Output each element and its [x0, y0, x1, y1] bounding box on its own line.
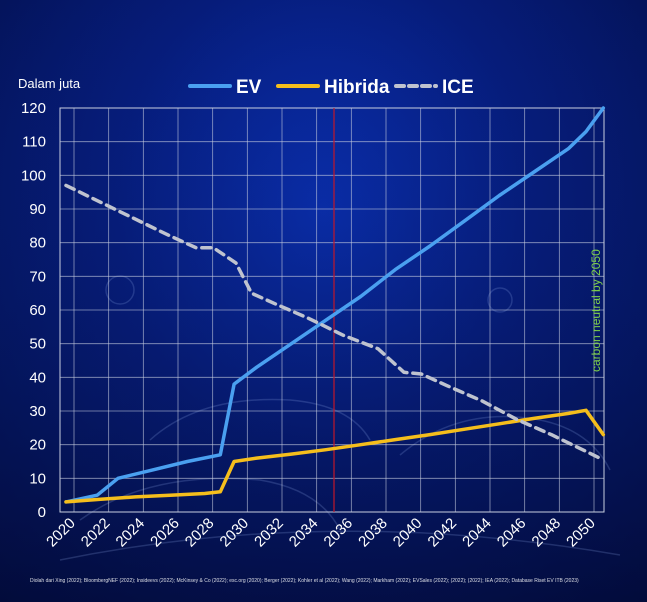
legend-label-ev: EV	[236, 77, 262, 98]
y-tick-label: 60	[29, 302, 46, 319]
series-line-hibrida	[64, 408, 606, 504]
y-tick-label: 20	[29, 437, 46, 454]
y-tick-labels: 0 10 20 30 40 50 60 70 80 90 100 110 120	[21, 100, 46, 521]
series-line-ev	[64, 106, 606, 504]
y-tick-label: 30	[29, 403, 46, 420]
series-layer	[64, 106, 606, 504]
side-annotation: carbon neutral by 2050	[589, 249, 603, 372]
y-tick-label: 110	[22, 134, 46, 151]
y-unit-label: Dalam juta	[18, 76, 81, 91]
y-tick-label: 70	[29, 268, 46, 285]
legend-label-hibrida: Hibrida	[324, 77, 390, 98]
y-tick-label: 120	[21, 100, 46, 117]
y-tick-label: 50	[29, 336, 46, 353]
y-tick-label: 0	[38, 504, 46, 521]
y-tick-label: 80	[29, 235, 46, 252]
legend: EV Hibrida ICE	[188, 77, 474, 98]
y-tick-label: 90	[29, 201, 46, 218]
y-tick-label: 100	[21, 167, 46, 184]
grid	[59, 107, 605, 513]
y-tick-label: 40	[29, 369, 46, 386]
series-line-ice	[64, 183, 606, 462]
legend-label-ice: ICE	[442, 77, 474, 98]
y-tick-label: 10	[29, 470, 46, 487]
source-note: Diolah dari Xing (2022); BloombergNEF (2…	[30, 578, 579, 584]
